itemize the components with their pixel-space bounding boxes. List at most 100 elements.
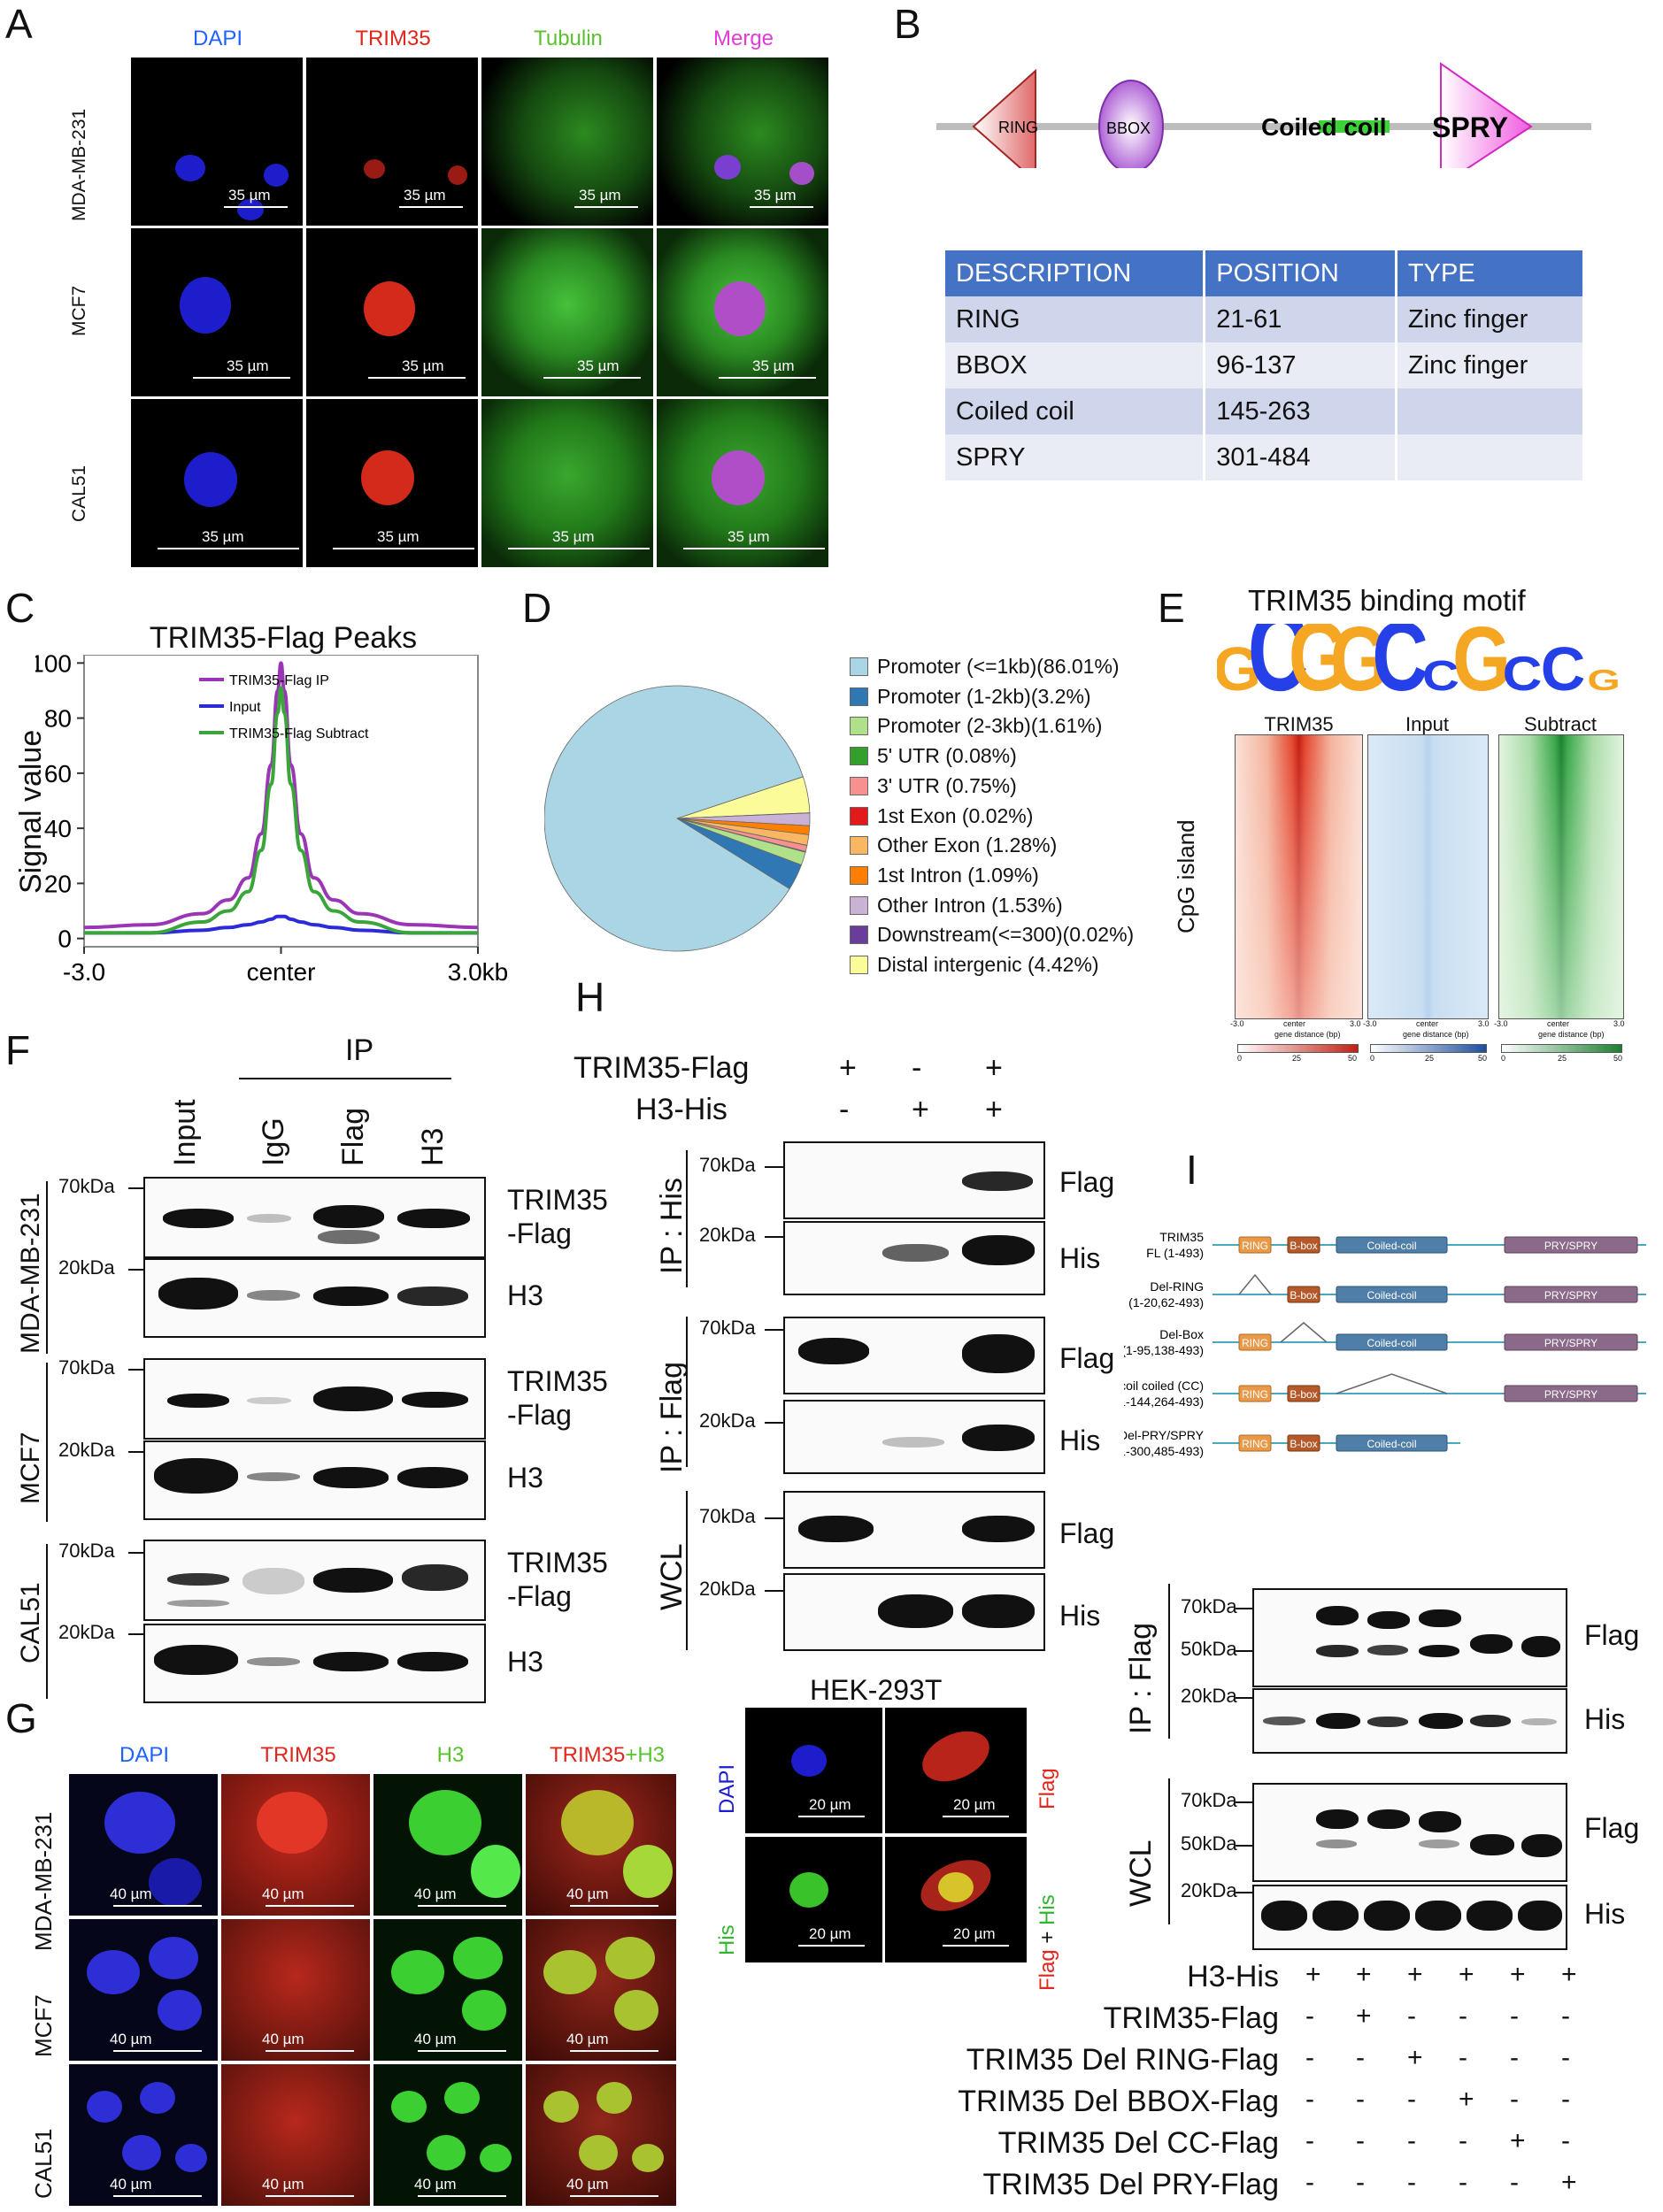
mw-label: 70kDa: [699, 1317, 756, 1339]
condition-value: -: [1561, 2043, 1570, 2072]
legend-item: 1st Exon (0.02%): [850, 804, 1033, 828]
y-tick-label: 60: [44, 760, 72, 787]
condition-label: TRIM35 Del PRY-Flag: [982, 2168, 1279, 2201]
domain-label: RING: [1242, 1438, 1268, 1450]
tick-label: 50: [1613, 1054, 1623, 1063]
micrograph-hek-merge: 20 µm: [885, 1837, 1027, 1962]
domain-box: PRY/SPRY: [1504, 1236, 1638, 1254]
tick-label: 3.0: [1350, 1019, 1361, 1028]
scale-label: 20 µm: [953, 1796, 996, 1813]
condition-value: +: [1510, 1960, 1526, 1989]
header-type: TYPE: [1394, 250, 1582, 296]
table-cell: RING: [956, 304, 1020, 334]
hek-label-dapi: DAPI: [715, 1763, 739, 1814]
band-label: His: [1059, 1242, 1101, 1274]
micrograph-g-r3-trim35: 40 µm: [221, 2064, 370, 2206]
scale-label: 40 µm: [262, 2031, 304, 2047]
axis-label: gene distance (bp): [1274, 1030, 1341, 1039]
domain-box: RING: [1238, 1385, 1272, 1402]
condition-value: +: [1459, 2085, 1474, 2114]
motif-letter: G: [1217, 634, 1261, 703]
domain-box: B-box: [1287, 1286, 1320, 1303]
condition-value: -: [912, 1051, 922, 1085]
panel-letter-c: C: [5, 585, 35, 631]
mw-label: 50kDa: [1181, 1832, 1237, 1855]
band-label: Flag: [1584, 1812, 1640, 1844]
domain-label: Coiled-coil: [1367, 1289, 1416, 1302]
tick-label: 25: [1425, 1054, 1435, 1063]
domain-label: B-box: [1290, 1289, 1317, 1302]
blot-f-mda-flag: [143, 1177, 486, 1258]
motif-letter: G: [1289, 624, 1349, 711]
y-tick-label: 100: [35, 655, 72, 677]
legend-swatch: [850, 806, 868, 826]
condition-value: -: [1305, 2085, 1314, 2114]
micrograph-a-r3-trim35: 35 µm: [306, 399, 478, 567]
scale-label: 40 µm: [414, 2176, 457, 2193]
band-label: -Flag: [507, 1217, 572, 1249]
ring-domain-shape: [972, 68, 1036, 168]
construct-range: FL (1-493): [1146, 1246, 1204, 1260]
legend-item: Distal intergenic (4.42%): [850, 953, 1099, 977]
group-ip-his: IP : His: [655, 1178, 689, 1274]
domain-label: Coiled-coil: [1367, 1240, 1416, 1252]
condition-value: -: [1305, 2168, 1314, 2197]
group-bracket: [46, 1363, 48, 1522]
micrograph-g-r1-merge: 40 µm: [526, 1774, 676, 1916]
condition-value: +: [1510, 2126, 1526, 2155]
scale-label: 35 µm: [228, 187, 271, 204]
heatmap-label-input: Input: [1405, 713, 1449, 735]
scale-label: 35 µm: [579, 187, 621, 204]
construct-name: Del-coil coiled (CC): [1124, 1379, 1204, 1393]
micrograph-hek-his: 20 µm: [745, 1837, 882, 1962]
tick-label: -3.0: [1494, 1019, 1508, 1028]
scale-label: 35 µm: [377, 528, 420, 545]
blot-i-wcl-flag: [1252, 1783, 1567, 1882]
heatmap-subtract: [1498, 734, 1624, 1019]
tick-label: center: [1283, 1019, 1306, 1028]
band-label: His: [1584, 1898, 1626, 1930]
legend-label: Promoter (2-3kb)(1.61%): [877, 714, 1103, 738]
channel-label-dapi: DAPI: [119, 1743, 169, 1767]
legend-label: Promoter (1-2kb)(3.2%): [877, 684, 1091, 708]
band-label: TRIM35: [507, 1184, 608, 1216]
domain-label: PRY/SPRY: [1544, 1388, 1598, 1401]
hek-label-flag: Flag: [1036, 1768, 1059, 1809]
blot-f-mda-h3: [143, 1258, 486, 1338]
motif-letter: C: [1422, 653, 1459, 700]
scale-label: 35 µm: [754, 187, 797, 204]
mw-label: 20kDa: [699, 1578, 756, 1600]
legend-item: Promoter (1-2kb)(3.2%): [850, 685, 1091, 709]
micrograph-a-r2-tubulin: 35 µm: [481, 228, 653, 396]
legend-label: TRIM35-Flag IP: [229, 673, 329, 688]
heatmap-y-label: CpG island: [1173, 819, 1199, 933]
legend-swatch: [850, 657, 868, 676]
mw-label: 20kDa: [58, 1439, 115, 1461]
x-tick-label: -3.0: [63, 958, 105, 986]
legend-item: Other Exon (1.28%): [850, 833, 1057, 857]
legend-swatch: [850, 836, 868, 856]
group-ip-flag: IP : Flag: [655, 1362, 689, 1473]
blot-h-ipflag-flag: [783, 1317, 1045, 1394]
domain-label: RING: [1242, 1240, 1268, 1252]
tick-label: 50: [1348, 1054, 1358, 1063]
legend-swatch: [850, 895, 868, 915]
micrograph-g-r1-dapi: 40 µm: [69, 1774, 218, 1916]
group-bracket: [46, 1181, 48, 1354]
lane-flag: Flag: [336, 1107, 370, 1166]
tick-label: 50: [1478, 1054, 1488, 1063]
domain-label: B-box: [1290, 1388, 1317, 1401]
row-label-mcf7: MCF7: [30, 1994, 57, 2057]
legend-item: Promoter (2-3kb)(1.61%): [850, 714, 1102, 738]
construct-name: Del-PRY/SPRY: [1124, 1428, 1205, 1442]
lane-input: Input: [168, 1099, 202, 1166]
hek-title: HEK-293T: [810, 1674, 943, 1706]
condition-value: +: [985, 1051, 1003, 1085]
condition-value: -: [1561, 2126, 1570, 2155]
mw-label: 50kDa: [1181, 1638, 1237, 1660]
table-cell: 145-263: [1203, 388, 1397, 434]
blot-f-mcf7-flag: [143, 1358, 486, 1440]
series-line-2: [84, 686, 478, 935]
domain-label: Coiled-coil: [1367, 1337, 1416, 1349]
legend-item: Promoter (<=1kb)(86.01%): [850, 655, 1120, 679]
